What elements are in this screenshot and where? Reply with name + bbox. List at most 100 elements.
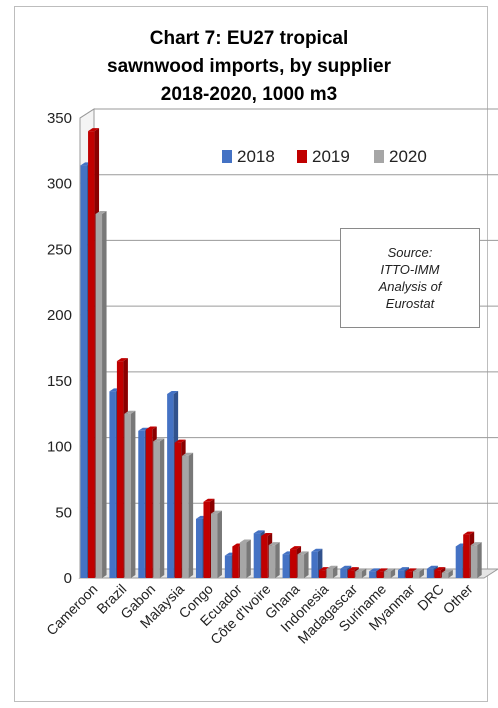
bar-2020-Ghana [297,551,309,578]
bar-front [441,572,449,578]
bar-front [369,571,376,578]
legend-label: 2018 [237,147,275,166]
bar-front [412,571,420,578]
y-tick-label: 0 [64,570,72,587]
bar-top [463,531,475,535]
bar-front [195,518,203,578]
y-tick-label: 100 [47,439,72,456]
bar-2020-Côte d'Ivoire [268,542,280,578]
y-tick-label: 300 [47,176,72,193]
bar-front [434,570,441,578]
bar-front [463,534,470,578]
bar-side [390,568,396,578]
bar-top [340,565,352,569]
bar-top [434,567,446,571]
bar-side [130,410,136,578]
bar-front [347,570,355,578]
bar-2020-Congo [210,510,222,578]
bar-front [153,441,160,578]
bar-front [145,429,153,578]
bar-top [253,530,265,534]
bar-side [159,438,165,578]
bar-top [167,391,179,394]
bar-front [470,545,478,578]
bar-side [419,568,424,578]
source-line-3: Analysis of [378,279,442,294]
bar-2020-Cameroon [95,210,107,578]
bar-front [109,391,116,578]
legend-swatch [297,150,307,163]
bar-front [397,570,405,578]
bar-top [347,567,359,571]
bar-side [304,551,309,578]
y-axis-ticks: 0 50 100 150 200 250 300 350 [47,110,72,587]
bar-top [412,568,424,572]
bar-2020-Malaysia [182,452,194,578]
bar-front [376,571,384,578]
bar-front [224,555,232,578]
legend: 2018 2019 2020 [222,147,427,166]
bar-top [239,539,251,543]
bar-top [369,568,381,572]
bar-front [239,542,247,578]
bar-top [124,410,136,414]
bar-front [95,213,103,578]
bar-front [124,413,131,578]
legend-item-2020: 2020 [374,147,427,166]
bar-top [376,568,388,572]
bars [80,128,482,579]
bar-top [355,568,367,572]
bar-front [253,533,261,578]
bar-top [145,426,157,430]
bar-top [268,542,280,546]
bar-front [340,568,347,578]
bar-front [174,442,182,578]
legend-swatch [374,150,384,163]
bar-2020-Gabon [153,438,165,578]
bar-top [261,532,273,536]
y-tick-label: 150 [47,373,72,390]
bar-top [95,210,107,214]
legend-label: 2020 [389,147,427,166]
legend-item-2018: 2018 [222,147,275,166]
x-category-label: Cameroon [43,581,101,639]
bar-top [397,567,409,571]
bar-front [384,571,391,578]
bar-side [448,569,453,578]
bar-front [210,513,218,578]
bar-2020-Myanmar [412,568,424,578]
chart-title-line-3: 2018-2020, 1000 m3 [160,84,338,105]
bar-2020-DRC [441,569,453,578]
y-tick-label: 50 [55,504,72,521]
bar-front [80,165,88,579]
legend-item-2019: 2019 [297,147,350,166]
bar-top [384,568,396,572]
bar-top [174,439,186,443]
y-tick-label: 350 [47,110,72,127]
bar-front [203,501,210,578]
legend-label: 2019 [312,147,350,166]
bar-side [275,542,280,578]
gridline-diagonal [79,108,95,119]
bar-top [88,128,100,132]
bar-2020-Indonesia [326,565,338,578]
bar-front [261,535,268,578]
bar-2020-Ecuador [239,539,251,578]
bar-front [405,571,412,578]
y-tick-label: 250 [47,241,72,258]
bar-2020-Suriname [384,568,396,578]
bar-top [441,569,453,573]
bar-top [426,565,438,569]
bar-front [297,554,305,578]
bar-front [326,568,333,578]
chart-title-line-1: Chart 7: EU27 tropical [149,28,349,49]
bar-front [282,554,290,578]
bar-top [318,567,330,571]
bar-top [138,427,150,431]
bar-front [182,455,189,578]
x-axis-labels: CameroonBrazilGabonMalaysiaCongoEcuadorC… [43,581,476,648]
bar-top [290,546,302,550]
bar-side [246,539,251,578]
bar-side [361,568,367,578]
